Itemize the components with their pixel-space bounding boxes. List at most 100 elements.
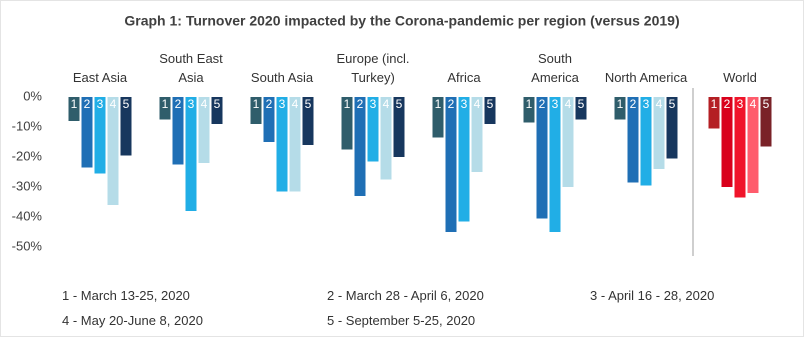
legend-entry: 5 - September 5-25, 2020 bbox=[327, 313, 476, 328]
series-number: 5 bbox=[396, 97, 403, 111]
series-number: 1 bbox=[162, 97, 169, 111]
bar bbox=[289, 97, 301, 192]
bar bbox=[734, 97, 746, 198]
bar bbox=[250, 97, 262, 124]
legend-entry: 1 - March 13-25, 2020 bbox=[62, 288, 190, 303]
series-number: 1 bbox=[344, 97, 351, 111]
bar bbox=[354, 97, 366, 196]
series-number: 5 bbox=[214, 97, 221, 111]
bar bbox=[747, 97, 759, 193]
y-tick-label: -30% bbox=[12, 178, 43, 193]
bar bbox=[107, 97, 119, 205]
x-tick-label: North America bbox=[604, 70, 688, 85]
series-number: 5 bbox=[305, 97, 312, 111]
x-tick-label: Africa bbox=[447, 70, 481, 85]
series-number: 4 bbox=[292, 97, 299, 111]
bar bbox=[393, 97, 405, 157]
series-number: 1 bbox=[711, 97, 718, 111]
bar bbox=[198, 97, 210, 163]
bar bbox=[211, 97, 223, 124]
bar bbox=[627, 97, 639, 183]
bar bbox=[640, 97, 652, 186]
x-tick-label: South America bbox=[531, 51, 579, 85]
chart-title: Graph 1: Turnover 2020 impacted by the C… bbox=[124, 13, 679, 29]
series-number: 2 bbox=[175, 97, 182, 111]
x-tick-label: Europe (incl. Turkey) bbox=[336, 51, 410, 85]
x-tick-label: World bbox=[723, 70, 757, 85]
x-tick-label: South Asia bbox=[250, 70, 314, 85]
series-number: 3 bbox=[97, 97, 104, 111]
bar bbox=[523, 97, 535, 123]
series-number: 3 bbox=[188, 97, 195, 111]
bar bbox=[120, 97, 132, 156]
series-number: 3 bbox=[643, 97, 650, 111]
bar bbox=[721, 97, 733, 187]
series-number: 1 bbox=[435, 97, 442, 111]
series-number: 4 bbox=[201, 97, 208, 111]
bar bbox=[94, 97, 106, 174]
series-number: 3 bbox=[737, 97, 744, 111]
bar bbox=[81, 97, 93, 168]
bar bbox=[471, 97, 483, 172]
series-number: 4 bbox=[565, 97, 572, 111]
legend-entry: 4 - May 20-June 8, 2020 bbox=[62, 313, 203, 328]
bar bbox=[432, 97, 444, 138]
series-number: 5 bbox=[669, 97, 676, 111]
series-number: 3 bbox=[461, 97, 468, 111]
x-tick-label: South East Asia bbox=[159, 51, 223, 85]
bar bbox=[458, 97, 470, 222]
bar bbox=[708, 97, 720, 129]
bar bbox=[484, 97, 496, 124]
series-number: 1 bbox=[526, 97, 533, 111]
x-tick-label: East Asia bbox=[72, 70, 128, 85]
series-number: 1 bbox=[71, 97, 78, 111]
series-number: 5 bbox=[123, 97, 130, 111]
series-number: 3 bbox=[279, 97, 286, 111]
legend-entry: 2 - March 28 - April 6, 2020 bbox=[327, 288, 484, 303]
bar bbox=[341, 97, 353, 150]
bar bbox=[536, 97, 548, 219]
bar bbox=[445, 97, 457, 232]
y-tick-label: -50% bbox=[12, 238, 43, 253]
series-number: 2 bbox=[630, 97, 637, 111]
bar bbox=[614, 97, 626, 120]
y-tick-label: -20% bbox=[12, 148, 43, 163]
series-number: 3 bbox=[370, 97, 377, 111]
bar bbox=[263, 97, 275, 142]
series-number: 2 bbox=[266, 97, 273, 111]
bar bbox=[185, 97, 197, 211]
bar bbox=[760, 97, 772, 147]
legend-entry: 3 - April 16 - 28, 2020 bbox=[590, 288, 715, 303]
series-number: 1 bbox=[617, 97, 624, 111]
series-number: 2 bbox=[724, 97, 731, 111]
series-number: 2 bbox=[539, 97, 546, 111]
series-number: 5 bbox=[763, 97, 770, 111]
bar bbox=[666, 97, 678, 159]
series-number: 4 bbox=[750, 97, 757, 111]
bar bbox=[380, 97, 392, 180]
series-number: 2 bbox=[448, 97, 455, 111]
bar bbox=[549, 97, 561, 232]
bar bbox=[172, 97, 184, 165]
bar bbox=[575, 97, 587, 120]
series-number: 4 bbox=[110, 97, 117, 111]
y-tick-label: -10% bbox=[12, 118, 43, 133]
bar bbox=[653, 97, 665, 169]
y-tick-label: 0% bbox=[23, 88, 42, 103]
bar bbox=[68, 97, 80, 121]
bar bbox=[302, 97, 314, 145]
series-number: 4 bbox=[474, 97, 481, 111]
series-number: 4 bbox=[656, 97, 663, 111]
bar bbox=[562, 97, 574, 187]
series-number: 5 bbox=[578, 97, 585, 111]
bar bbox=[159, 97, 171, 120]
series-number: 2 bbox=[84, 97, 91, 111]
bar bbox=[367, 97, 379, 162]
series-number: 1 bbox=[253, 97, 260, 111]
y-tick-label: -40% bbox=[12, 208, 43, 223]
series-number: 4 bbox=[383, 97, 390, 111]
bar bbox=[276, 97, 288, 192]
series-number: 2 bbox=[357, 97, 364, 111]
